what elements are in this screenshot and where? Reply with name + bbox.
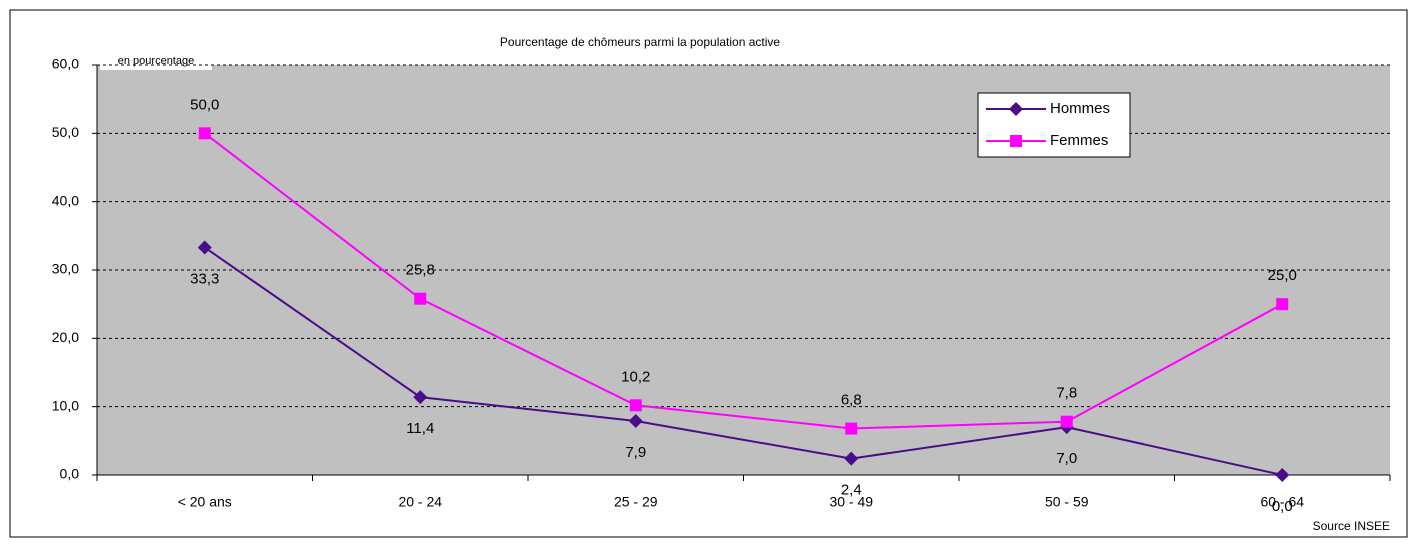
marker	[845, 422, 858, 435]
marker	[1276, 298, 1289, 311]
marker	[844, 451, 859, 466]
y-tick-label: 0,0	[60, 466, 80, 482]
marker	[1060, 415, 1073, 428]
data-label: 50,0	[190, 96, 219, 113]
data-label: 7,8	[1056, 385, 1077, 402]
data-label: 7,9	[625, 444, 646, 461]
x-tick-label: 20 - 24	[398, 494, 442, 510]
source: Source INSEE	[1313, 519, 1390, 533]
marker	[414, 292, 427, 305]
marker	[1275, 468, 1290, 482]
data-label: 0,0	[1272, 498, 1293, 515]
legend-box	[977, 92, 1131, 158]
data-label: 7,0	[1056, 450, 1077, 467]
data-label: 11,4	[406, 420, 434, 437]
series-line	[204, 132, 1283, 430]
marker	[1010, 135, 1022, 147]
y-tick-label: 30,0	[52, 261, 79, 277]
plot-area	[97, 65, 1390, 475]
y-tick-label: 60,0	[52, 56, 79, 72]
data-label: 33,3	[190, 270, 219, 287]
y-tick-label: 20,0	[52, 329, 79, 345]
legend-label: Femmes	[1050, 132, 1108, 149]
data-label: 10,2	[621, 368, 650, 385]
marker	[629, 399, 642, 412]
legend-label: Hommes	[1050, 100, 1110, 117]
y-tick-label: 50,0	[52, 124, 79, 140]
y-tick-label: 10,0	[52, 397, 79, 413]
y-tick-label: 40,0	[52, 192, 79, 208]
data-label: 25,0	[1268, 267, 1297, 284]
marker	[1009, 102, 1023, 116]
x-tick-label: 30 - 49	[829, 494, 873, 510]
chart-title: Pourcentage de chômeurs parmi la populat…	[500, 35, 780, 49]
data-label: 25,8	[406, 262, 435, 279]
x-tick-label: < 20 ans	[178, 494, 232, 510]
data-label: 6,8	[841, 392, 862, 409]
marker	[628, 414, 643, 429]
annotation: en pourcentage	[118, 55, 194, 67]
data-label: 2,4	[841, 482, 862, 499]
x-tick-label: 50 - 59	[1045, 494, 1089, 510]
marker	[413, 390, 428, 405]
series-line	[204, 246, 1283, 476]
x-tick-label: 60 - 64	[1260, 494, 1304, 510]
marker	[197, 240, 212, 255]
marker	[198, 127, 211, 140]
x-tick-label: 25 - 29	[614, 494, 658, 510]
